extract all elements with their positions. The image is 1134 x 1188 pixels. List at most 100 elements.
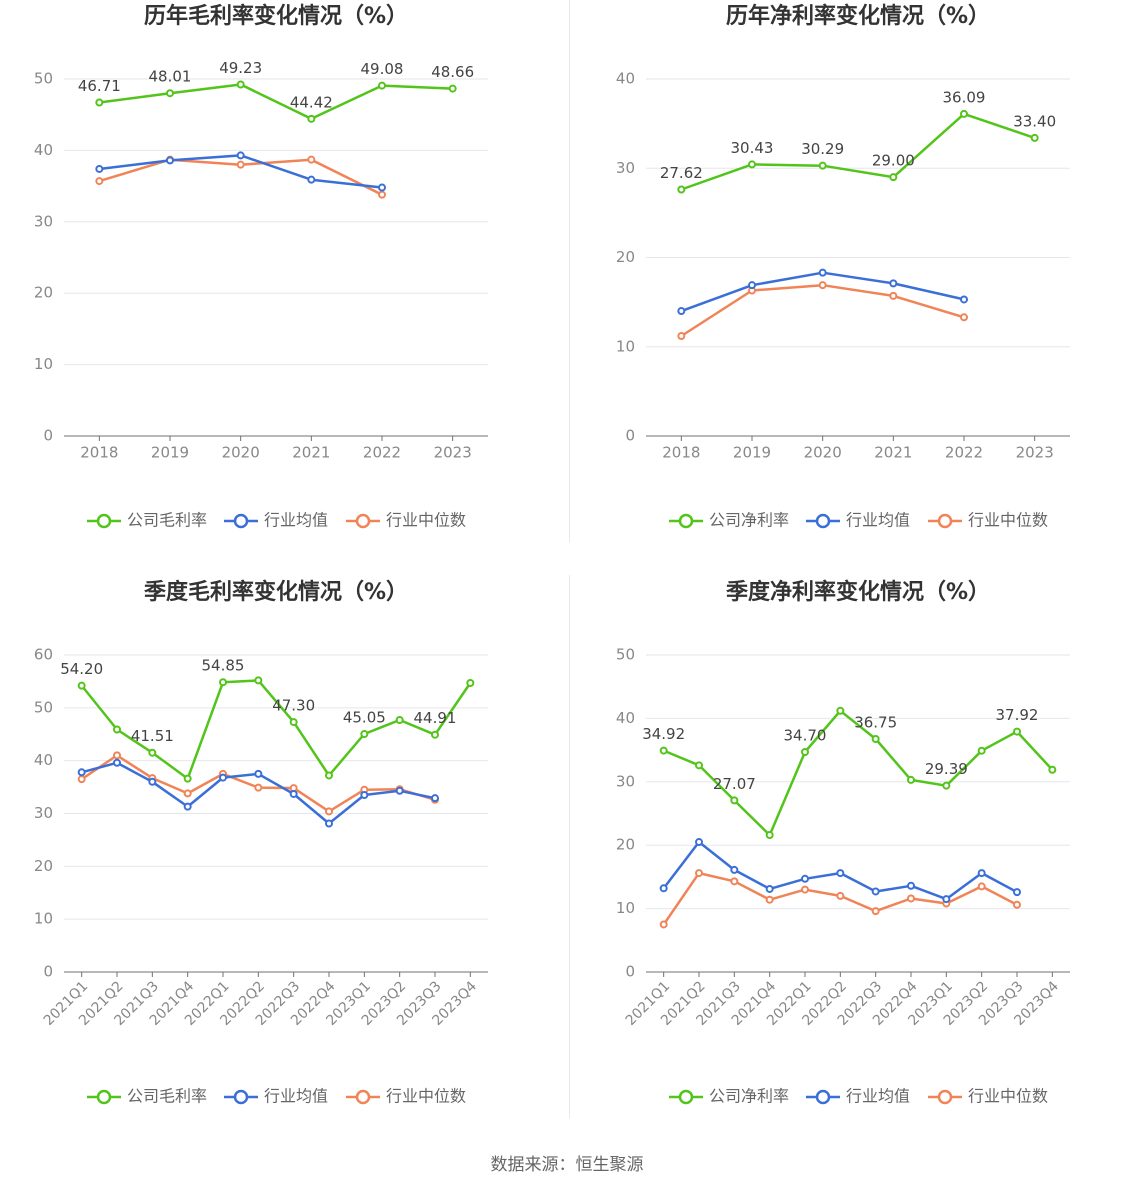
data-point [836,706,845,715]
data-point [307,155,316,164]
data-point [95,177,104,186]
data-point [307,175,316,184]
data-point [254,783,263,792]
x-tick-label: 2018 [662,444,700,462]
x-tick-label: 2021 [292,444,330,462]
legend-marker [233,1089,249,1105]
legend-label: 行业中位数 [386,511,466,530]
legend-item: 行业均值 [806,511,910,530]
data-point [1013,900,1021,909]
chart-3: 季度毛利率变化情况（%）01020304050602021Q12021Q2202… [34,579,488,1106]
x-tick-label: 2022 [363,444,401,462]
legend-label: 公司毛利率 [127,511,207,530]
data-point [695,761,703,770]
legend-marker [96,513,112,529]
data-point [254,769,263,778]
data-point [695,869,703,878]
data-point [325,819,333,828]
data-point [730,865,739,874]
data-point [183,802,192,811]
y-tick-label: 10 [616,337,635,355]
data-point [431,794,439,803]
legend-marker [355,1089,371,1105]
vertical-divider-bottom [569,575,570,1118]
chart-4: 季度净利率变化情况（%）010203040502021Q12021Q22021Q… [616,579,1070,1106]
data-point [77,768,86,777]
data-point [219,773,227,782]
data-point [977,746,986,755]
legend-label: 行业均值 [846,1087,910,1106]
data-point [395,786,404,795]
y-tick-label: 40 [616,70,635,88]
data-point [960,313,968,322]
data-point [889,173,898,182]
legend-item: 行业均值 [224,511,328,530]
y-tick-label: 40 [34,141,53,159]
data-label: 34.70 [784,727,827,745]
data-label: 29.00 [872,152,915,170]
data-point [871,735,880,744]
y-tick-label: 20 [34,857,53,875]
data-point [748,281,756,290]
data-point [977,882,986,891]
data-point [836,891,845,900]
legend-item: 行业均值 [806,1087,910,1106]
data-point [659,920,668,929]
data-point [907,894,915,903]
data-label: 54.85 [202,657,245,675]
y-tick-label: 50 [34,70,53,88]
chart-title: 季度毛利率变化情况（%） [144,579,408,605]
data-point [765,895,774,904]
series-line-industry_median [680,283,965,338]
x-tick-label: 2023 [1016,444,1054,462]
x-tick-label: 2021 [874,444,912,462]
data-point [1013,888,1021,897]
y-tick-label: 60 [34,646,53,664]
legend-label: 公司净利率 [709,511,789,530]
data-point [801,748,809,757]
y-tick-label: 0 [43,427,53,445]
data-point [325,807,333,816]
data-point [166,89,174,98]
y-tick-label: 30 [616,159,635,177]
data-point [677,307,686,316]
x-tick-label: 2019 [151,444,189,462]
data-point [818,161,827,170]
data-point [1030,133,1039,142]
y-tick-label: 30 [616,772,635,790]
x-tick-label: 2020 [804,444,842,462]
y-tick-label: 20 [34,284,53,302]
legend-item: 公司净利率 [669,1087,789,1106]
series-line-industry_avg [99,154,383,189]
y-tick-label: 30 [34,804,53,822]
legend-marker [233,513,249,529]
data-point [448,84,457,93]
data-label: 30.29 [801,140,844,158]
legend-item: 行业均值 [224,1087,328,1106]
data-point [236,151,245,160]
data-label: 27.62 [660,164,703,182]
data-point [325,771,333,780]
data-point [659,884,668,893]
data-point [395,715,404,724]
data-label: 34.92 [642,725,685,743]
data-point [836,869,845,878]
legend-label: 行业均值 [846,511,910,530]
legend-marker [678,1089,694,1105]
data-point [1048,765,1057,774]
y-tick-label: 10 [34,355,53,373]
data-label: 46.71 [78,77,121,95]
x-tick-label: 2023 [434,444,472,462]
data-label: 44.91 [414,709,457,727]
data-label: 49.23 [219,59,262,77]
series-line-company [680,112,1036,191]
legend-item: 公司毛利率 [87,1087,207,1106]
legend-marker [96,1089,112,1105]
series-line-company [99,83,453,121]
data-source-footer: 数据来源：恒生聚源 [490,1155,644,1175]
data-point [77,775,86,784]
data-point [907,775,915,784]
legend-label: 行业均值 [264,511,328,530]
legend-label: 公司净利率 [709,1087,789,1106]
